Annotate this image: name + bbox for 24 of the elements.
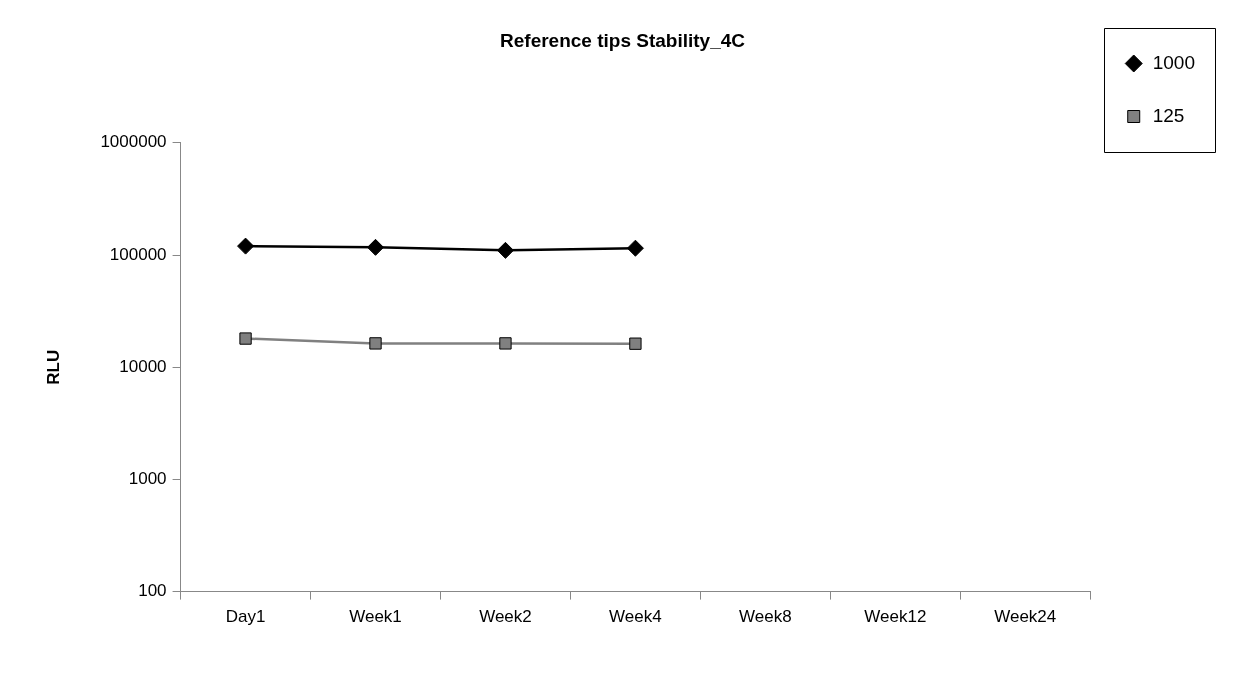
point: [239, 332, 252, 345]
legend-label: 125: [1152, 104, 1185, 126]
x-tick-label: Week4: [609, 607, 662, 627]
y-tick-label: 1000: [128, 469, 167, 489]
point: [629, 337, 642, 350]
point: [237, 237, 255, 255]
x-tick-label: Week1: [349, 607, 402, 627]
x-tick-label: Week2: [479, 607, 532, 627]
point: [367, 238, 385, 256]
y-axis-title: RLU: [43, 349, 63, 385]
y-tick-label: 100000: [109, 244, 167, 264]
x-tick-label: Week24: [994, 607, 1057, 627]
legend-label: 1000: [1152, 51, 1196, 73]
chart-title: Reference tips Stability_4C: [500, 29, 746, 51]
y-tick-label: 1000000: [100, 132, 167, 152]
point: [496, 241, 514, 259]
y-tick-label: 100: [138, 581, 167, 601]
x-tick-label: Week12: [864, 607, 927, 627]
y-tick-label: 10000: [119, 356, 167, 376]
x-tick-label: Day1: [225, 607, 266, 627]
point: [369, 337, 382, 350]
point: [626, 239, 644, 257]
point: [499, 337, 512, 350]
x-tick-label: Week8: [739, 607, 792, 627]
